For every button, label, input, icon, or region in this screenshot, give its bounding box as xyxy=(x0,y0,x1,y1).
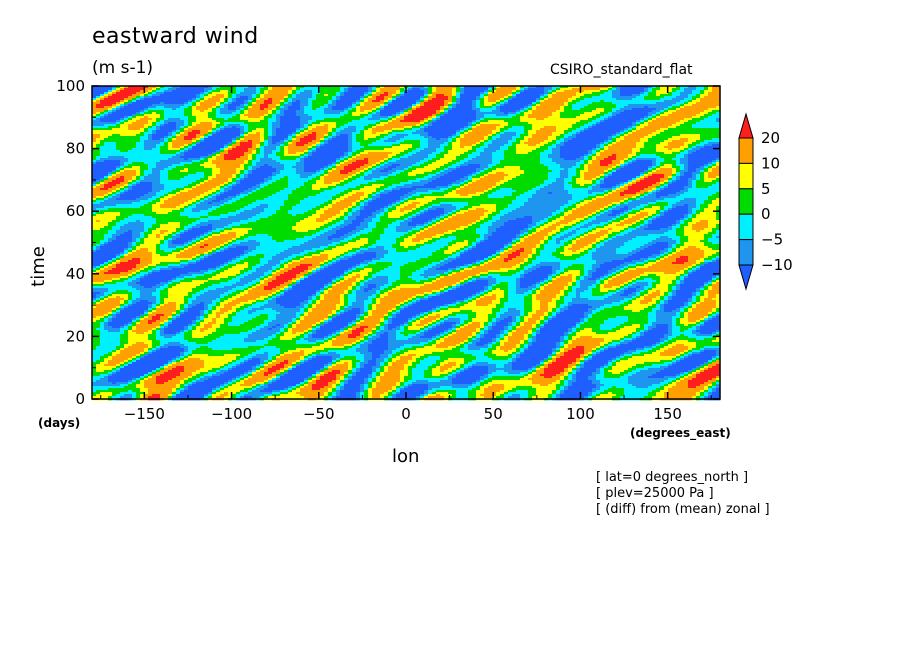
colorbar-label: 10 xyxy=(761,154,780,172)
y-tick-label: 20 xyxy=(66,327,85,345)
x-tick-label: 100 xyxy=(566,405,595,423)
y-axis: 0 20 40 60 80 100 xyxy=(56,77,720,408)
x-tick-label: 0 xyxy=(401,405,411,423)
x-axis-label: lon xyxy=(392,446,419,467)
y-tick-label: 40 xyxy=(66,265,85,283)
colorbar-label: 0 xyxy=(761,205,771,223)
colorbar-label: −10 xyxy=(761,256,793,274)
chart-units: (m s-1) xyxy=(92,58,153,78)
wind-field xyxy=(92,86,721,401)
x-tick-label: 150 xyxy=(653,405,682,423)
y-tick-label: 80 xyxy=(66,140,85,158)
colorbar-segment xyxy=(738,213,754,241)
chart-title: eastward wind xyxy=(92,24,259,49)
colorbar-segment xyxy=(738,162,754,190)
colorbar-segment xyxy=(738,188,754,215)
colorbar-label: −5 xyxy=(761,231,783,249)
x-axis: −150 −100 −50 0 50 100 150 xyxy=(100,86,712,423)
x-axis-units: (degrees_east) xyxy=(630,426,731,440)
y-tick-label: 0 xyxy=(75,390,85,408)
y-tick-label: 60 xyxy=(66,202,85,220)
dataset-label: CSIRO_standard_flat xyxy=(550,62,693,78)
colorbar-max-arrow xyxy=(738,112,754,139)
x-tick-label: −150 xyxy=(124,405,165,423)
x-tick-label: 50 xyxy=(484,405,503,423)
colorbar-min-arrow xyxy=(738,264,754,291)
x-tick-label: −50 xyxy=(303,405,335,423)
y-axis-label: time xyxy=(28,246,49,287)
note-pressure-level: [ plev=25000 Pa ] xyxy=(596,486,714,501)
x-tick-label: −100 xyxy=(211,405,252,423)
colorbar-label: 20 xyxy=(761,129,780,147)
colorbar-label: 5 xyxy=(761,180,771,198)
note-zonal-diff: [ (diff) from (mean) zonal ] xyxy=(596,502,770,517)
note-latitude: [ lat=0 degrees_north ] xyxy=(596,470,748,485)
colorbar-segment xyxy=(738,137,754,164)
colorbar-segment xyxy=(738,239,754,266)
y-axis-units: (days) xyxy=(38,416,80,430)
colorbar: 20 10 5 0 −5 −10 xyxy=(738,112,793,291)
y-tick-label: 100 xyxy=(56,77,85,95)
